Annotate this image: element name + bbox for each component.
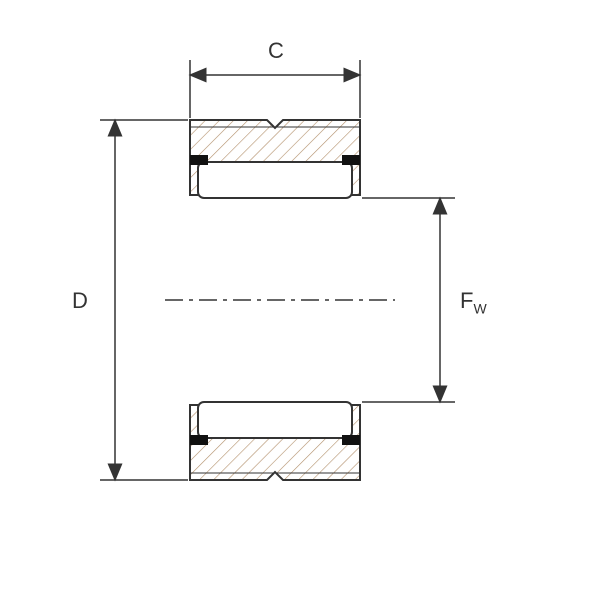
dim-c: [190, 60, 360, 118]
label-d: D: [72, 288, 88, 314]
label-fw: FW: [460, 288, 487, 316]
top-ring-section: [190, 120, 360, 198]
bearing-diagram: [0, 0, 600, 600]
label-fw-sub: W: [473, 300, 486, 316]
label-c: C: [268, 38, 284, 64]
bottom-ring-section: [190, 402, 360, 480]
label-fw-main: F: [460, 288, 473, 313]
